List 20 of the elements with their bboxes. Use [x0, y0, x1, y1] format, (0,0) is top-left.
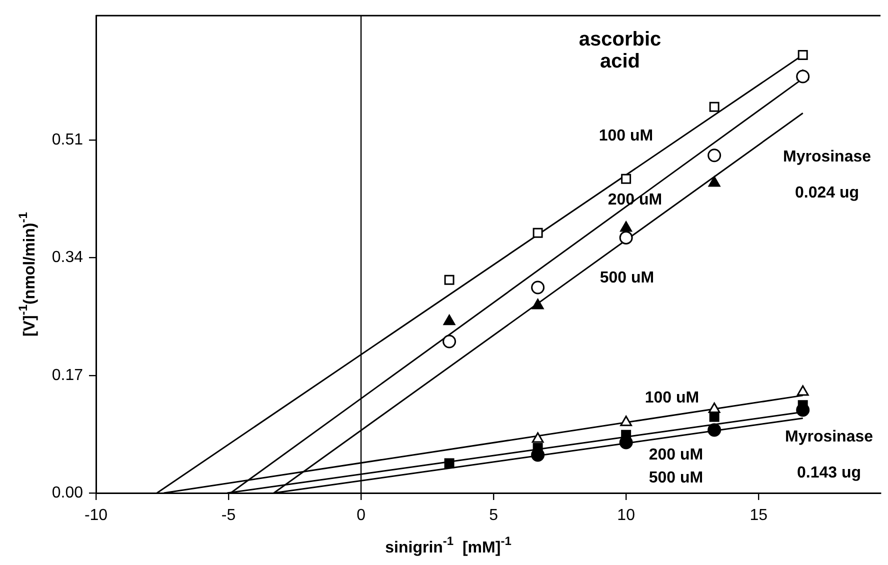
x-tick-label: -10	[84, 507, 108, 524]
y-axis-title: [V]-1(nmol/min)-1	[16, 212, 38, 337]
y-tick-label: 0.34	[52, 249, 84, 266]
annotation: 100 uM	[644, 389, 700, 406]
x-tick-label: 0	[356, 507, 366, 524]
annotation: 500 uM	[600, 269, 654, 286]
annotation: ascorbic acid	[578, 28, 662, 73]
annotation: 200 uM	[608, 191, 662, 208]
y-tick-label: 0.51	[52, 132, 84, 149]
y-tick-label: 0.17	[52, 366, 84, 384]
x-tick-label: 15	[750, 507, 768, 524]
annotation: Myrosinase 0.143 ug	[784, 428, 874, 482]
annotation: 100 uM	[598, 127, 654, 144]
x-tick-label: -5	[221, 507, 236, 524]
annotation: 200 uM	[648, 446, 704, 464]
x-tick-label: 10	[617, 507, 636, 524]
annotation: Myrosinase 0.024 ug	[782, 148, 872, 202]
y-tick-label: 0.00	[52, 484, 84, 502]
x-tick-label: 5	[489, 507, 498, 524]
annotation: 500 uM	[648, 469, 704, 486]
